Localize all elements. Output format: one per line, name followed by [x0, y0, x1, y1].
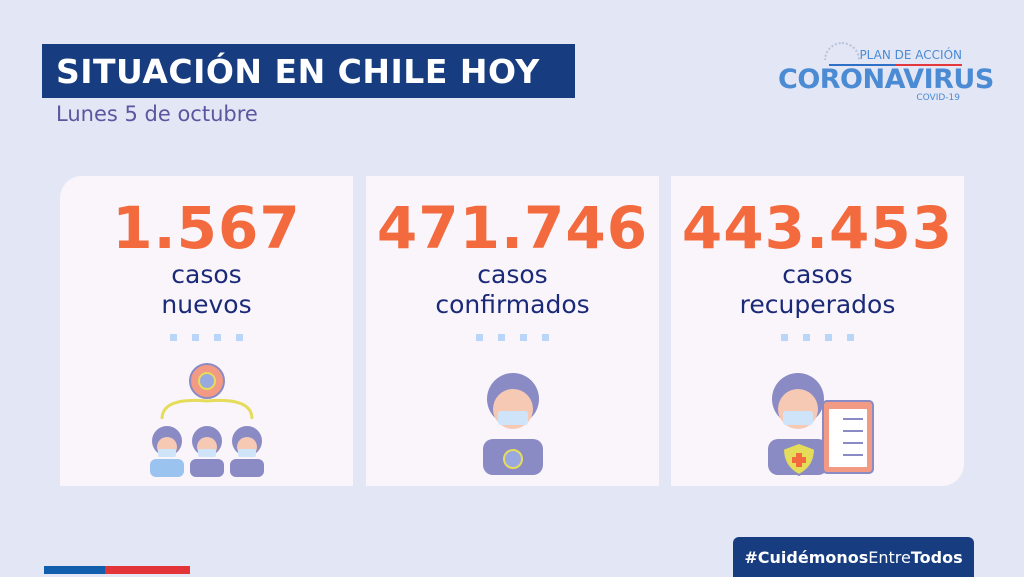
new-cases-value: 1.567: [112, 194, 301, 262]
card-label-line1: casos: [477, 260, 548, 289]
dots-divider: [60, 334, 353, 341]
card-label-line2: nuevos: [161, 290, 252, 319]
page-title: SITUACIÓN EN CHILE HOY: [42, 44, 575, 98]
date-subtitle: Lunes 5 de octubre: [56, 102, 258, 126]
virus-logo-icon: [824, 42, 860, 60]
dots-divider: [671, 334, 964, 341]
hashtag-part2: Entre: [868, 547, 911, 567]
card-label-line2: confirmados: [435, 290, 590, 319]
chile-flag-bar: [44, 566, 190, 574]
hashtag-part3: Todos: [910, 547, 963, 567]
recovered-cases-value: 443.453: [681, 194, 954, 262]
logo-name: CORONAVIRUS: [778, 64, 994, 95]
hashtag-part1: #Cuidémonos: [744, 547, 869, 567]
card-label-line1: casos: [782, 260, 853, 289]
people-infection-spread-icon: [149, 363, 264, 477]
masked-person-virus-icon: [482, 373, 543, 475]
dots-divider: [366, 334, 659, 341]
hashtag-banner: #Cuidémonos Entre Todos: [733, 537, 974, 577]
card-label-line2: recuperados: [739, 290, 896, 319]
confirmed-cases-value: 471.746: [376, 194, 649, 262]
masked-person-clipboard-icon: [767, 373, 874, 477]
logo-divider: [829, 64, 962, 66]
card-label-line1: casos: [171, 260, 242, 289]
card-new-cases: 1.567 casos nuevos: [60, 176, 353, 486]
logo-sub: COVID-19: [916, 93, 960, 103]
plan-coronavirus-logo: PLAN DE ACCIÓN CORONAVIRUS COVID-19: [776, 40, 994, 104]
card-confirmed-cases: 471.746 casos confirmados: [366, 176, 659, 486]
logo-plan-text: PLAN DE ACCIÓN: [859, 48, 962, 62]
card-recovered-cases: 443.453 casos recuperados: [671, 176, 964, 486]
